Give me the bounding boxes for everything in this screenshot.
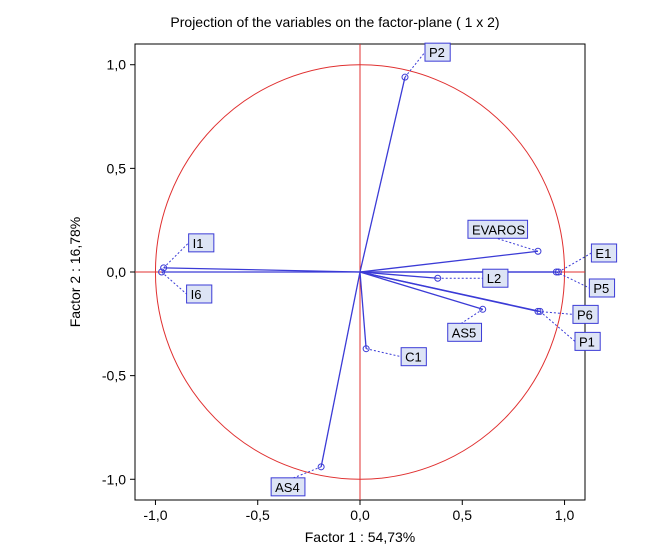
label-p6: P6 — [577, 307, 593, 322]
leader-c1 — [366, 348, 402, 358]
leader-i6 — [161, 271, 187, 295]
label-box-p2 — [424, 42, 451, 62]
x-tick-label: 0,5 — [453, 507, 473, 523]
leader-p2 — [404, 51, 426, 78]
point-i6 — [158, 268, 166, 276]
label-box-p6 — [572, 304, 599, 324]
label-as5: AS5 — [452, 325, 477, 340]
label-box-l2 — [482, 268, 509, 288]
vector-l2 — [359, 271, 438, 279]
label-i6: I6 — [191, 287, 202, 302]
y-axis-title: Factor 2 : 16,78% — [67, 217, 83, 328]
point-as4 — [317, 463, 325, 471]
label-i1: I1 — [193, 236, 204, 251]
label-box-i1 — [188, 233, 215, 253]
vector-i1 — [163, 267, 361, 273]
label-box-as5 — [447, 322, 483, 342]
vector-p2 — [359, 77, 406, 273]
point-p2 — [401, 73, 409, 81]
point-p5 — [552, 268, 560, 276]
x-tick-label: -0,5 — [246, 507, 270, 523]
label-c1: C1 — [405, 350, 422, 365]
y-tick-label: 1,0 — [107, 57, 127, 73]
y-tick-label: -1,0 — [102, 471, 126, 487]
label-p2: P2 — [429, 45, 445, 60]
label-box-p5 — [588, 278, 616, 298]
x-tick-label: 0,0 — [350, 507, 370, 523]
leader-i1 — [163, 242, 189, 269]
chart-title: Projection of the variables on the facto… — [170, 14, 499, 30]
point-i1 — [160, 264, 168, 272]
label-p1: P1 — [579, 334, 595, 349]
x-tick-label: 1,0 — [555, 507, 575, 523]
vector-as4 — [320, 271, 361, 467]
label-as4: AS4 — [275, 480, 300, 495]
label-evaros: EVAROS — [472, 222, 526, 237]
axes: -1,0 -0,5 0,0 0,5 1,0 1,0 0,5 0,0 -0,5 -1,0 — [102, 57, 575, 523]
label-e1: E1 — [595, 246, 611, 261]
vector-as5 — [359, 271, 483, 310]
label-l2: L2 — [487, 271, 501, 286]
point-c1 — [362, 345, 370, 353]
point-as5 — [479, 305, 487, 313]
label-box-c1 — [400, 347, 427, 367]
vector-c1 — [359, 271, 367, 349]
vector-evaros — [359, 250, 539, 273]
x-axis-title: Factor 1 : 54,73% — [305, 529, 416, 545]
point-p6 — [534, 307, 542, 315]
vector-p1 — [359, 271, 541, 313]
label-box-p1 — [574, 331, 601, 351]
leader-as5 — [447, 308, 484, 333]
label-box-as4 — [270, 477, 306, 497]
label-box-evaros — [467, 219, 529, 239]
y-tick-label: 0,5 — [107, 160, 127, 176]
label-box-e1 — [590, 243, 618, 263]
y-tick-label: 0,0 — [107, 264, 127, 280]
label-p5: P5 — [593, 281, 609, 296]
point-l2 — [434, 274, 442, 282]
x-tick-label: -1,0 — [143, 507, 167, 523]
y-tick-label: -0,5 — [102, 368, 126, 384]
plot-area: P2 I1 I6 EVAROS E1 P5 L2 AS5 P6 P1 C1 AS4 — [135, 42, 618, 500]
leader-p6 — [537, 310, 573, 315]
point-p1 — [536, 307, 544, 315]
label-box-i6 — [186, 284, 213, 304]
point-evaros — [534, 247, 542, 255]
